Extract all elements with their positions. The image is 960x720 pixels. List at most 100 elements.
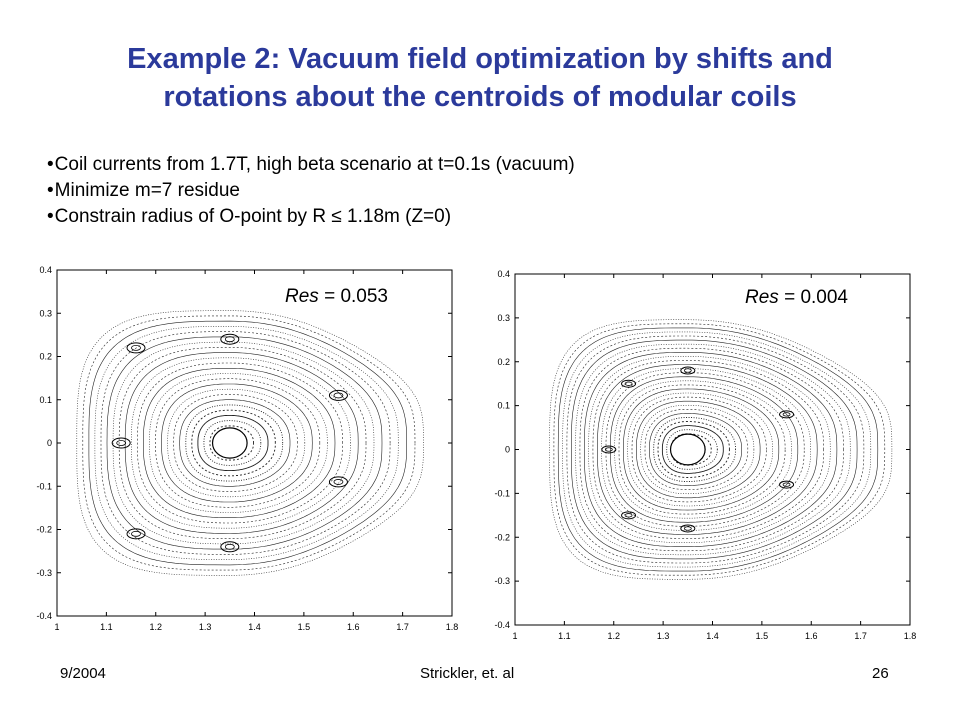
y-tick-label: -0.1: [36, 481, 52, 491]
footer-authors: Strickler, et. al: [420, 665, 515, 682]
slide-title-line1: Example 2: Vacuum field optimization by …: [127, 43, 833, 75]
x-tick-label: 1: [512, 631, 517, 641]
magnetic-island: [621, 511, 637, 520]
bullet-text: Minimize m=7 residue: [54, 180, 240, 201]
x-tick-label: 1.6: [805, 631, 818, 641]
bullet-text: Constrain radius of O-point by R ≤ 1.18m…: [54, 206, 452, 227]
flux-surface: [571, 339, 858, 560]
flux-surface: [623, 388, 780, 511]
poincare-plot-left: 1 1.1 1.2 1.3 1.4 1.5 1.6 1.7 1.8 0.4 0.3 0.2 0.1 0 -0…: [20, 262, 460, 637]
flux-surface: [100, 331, 391, 555]
x-tick-label: 1.4: [706, 631, 719, 641]
x-tick-label: 1.8: [904, 631, 917, 641]
footer-date: 9/2004: [60, 665, 106, 682]
flux-surface: [124, 352, 359, 534]
flux-surface: [666, 429, 718, 470]
plot-frame: [514, 273, 911, 626]
x-tick-label: 1.8: [446, 622, 459, 632]
x-tick-label: 1.1: [558, 631, 571, 641]
flux-surface: [661, 425, 724, 474]
y-tick-label: 0.3: [39, 308, 52, 318]
bullet-item: •Minimize m=7 residue: [47, 180, 240, 201]
magnetic-island: [328, 476, 348, 488]
y-tick-label: 0.2: [39, 352, 52, 362]
y-tick-label: -0.2: [494, 532, 510, 542]
flux-surface: [648, 413, 742, 486]
flux-surface: [106, 336, 383, 550]
flux-surface: [185, 404, 284, 482]
poincare-plot-right: 1 1.1 1.2 1.3 1.4 1.5 1.6 1.7 1.8 0.4 0.3 0.2 0.1 0 -0…: [478, 262, 928, 642]
flux-surface: [161, 383, 313, 503]
y-tick-label: 0: [47, 438, 52, 448]
flux-surface: [640, 404, 755, 495]
y-tick-label: 0.1: [39, 395, 52, 405]
x-tick-label: 1.4: [248, 622, 261, 632]
y-tick-label: 0.3: [497, 313, 510, 323]
flux-surface: [549, 319, 893, 580]
flux-surface: [636, 400, 761, 499]
flux-surface: [167, 388, 306, 498]
footer-page: 26: [872, 665, 889, 682]
slide-title: Example 2: Vacuum field optimization by …: [40, 40, 920, 116]
flux-surface: [618, 384, 786, 515]
magnetic-island: [220, 333, 240, 345]
y-tick-label: -0.1: [494, 488, 510, 498]
y-tick-label: -0.4: [36, 611, 52, 621]
y-tick-label: 0: [505, 445, 510, 455]
flux-surface: [197, 414, 269, 472]
bullet-item: •Constrain radius of O-point by R ≤ 1.18…: [47, 206, 452, 227]
flux-surface: [605, 372, 805, 527]
plot-svg: 1 1.1 1.2 1.3 1.4 1.5 1.6 1.7 1.8 0.4 0.3 0.2 0.1 0 -0…: [494, 269, 917, 641]
flux-surface: [149, 373, 328, 513]
flux-surface: [575, 343, 851, 556]
y-tick-label: 0.2: [497, 357, 510, 367]
magnetic-island: [111, 437, 131, 449]
flux-surface: [627, 392, 773, 507]
magnetic-island: [220, 541, 240, 553]
flux-surface: [137, 362, 343, 524]
x-tick-label: 1: [54, 622, 59, 632]
x-tick-label: 1.2: [149, 622, 162, 632]
flux-surface: [155, 378, 321, 508]
x-tick-label: 1.7: [396, 622, 409, 632]
y-tick-label: 0.4: [39, 265, 52, 275]
flux-surface: [553, 323, 886, 576]
flux-surface: [94, 326, 399, 560]
bullet-item: •Coil currents from 1.7T, high beta scen…: [47, 154, 575, 175]
magnetic-island: [680, 524, 696, 533]
magnetic-island: [328, 389, 348, 401]
y-tick-label: -0.3: [494, 576, 510, 586]
magnetic-island: [126, 342, 146, 354]
flux-surface: [179, 399, 291, 487]
flux-surface: [610, 376, 799, 523]
y-tick-label: -0.4: [494, 620, 510, 630]
flux-surface: [112, 341, 375, 545]
flux-surface: [584, 352, 838, 547]
residue-label: Res = 0.053: [285, 286, 388, 307]
flux-surface: [631, 396, 767, 503]
flux-surface: [88, 320, 407, 566]
slide-title-line2: rotations about the centroids of modular…: [163, 81, 797, 113]
flux-surface: [592, 360, 825, 539]
magnetic-axis-region: [211, 427, 248, 459]
x-tick-label: 1.7: [854, 631, 867, 641]
flux-surface: [566, 335, 865, 564]
flux-surface: [191, 409, 276, 477]
y-tick-label: 0.4: [497, 269, 510, 279]
x-tick-label: 1.3: [657, 631, 670, 641]
flux-surface: [562, 331, 872, 568]
flux-surface: [670, 433, 712, 466]
flux-surface: [588, 356, 831, 543]
magnetic-island: [601, 445, 617, 454]
x-tick-label: 1.5: [298, 622, 311, 632]
flux-surface: [597, 364, 818, 535]
flux-surface: [76, 310, 424, 576]
flux-surface: [118, 347, 367, 539]
x-tick-label: 1.1: [100, 622, 113, 632]
magnetic-island: [779, 480, 795, 489]
x-tick-label: 1.5: [756, 631, 769, 641]
bullet-list: •Coil currents from 1.7T, high beta scen…: [47, 152, 575, 230]
plot-frame: [56, 269, 453, 617]
y-tick-label: -0.3: [36, 568, 52, 578]
magnetic-island: [779, 410, 795, 419]
